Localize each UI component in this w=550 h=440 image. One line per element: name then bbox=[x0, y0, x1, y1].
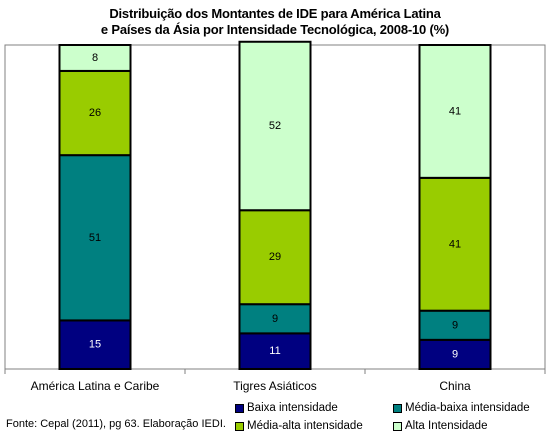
data-label: 11 bbox=[269, 345, 280, 357]
category-label: Tigres Asiáticos bbox=[233, 379, 317, 393]
legend-label-media-baixa: Média-baixa intensidade bbox=[405, 402, 530, 414]
legend-label-baixa: Baixa intensidade bbox=[247, 402, 338, 414]
chart-title: Distribuição dos Montantes de IDE para A… bbox=[0, 6, 550, 38]
legend-swatch-media-alta bbox=[235, 421, 244, 431]
legend-label-media-alta: Média-alta intensidade bbox=[247, 420, 363, 432]
category-label: América Latina e Caribe bbox=[31, 379, 160, 393]
data-label: 51 bbox=[89, 232, 101, 244]
legend-item-media-alta: Média-alta intensidade bbox=[235, 420, 363, 432]
bar-segment bbox=[58, 44, 132, 72]
data-label: 15 bbox=[89, 339, 101, 351]
bar-segment bbox=[238, 303, 312, 335]
bar-segment bbox=[58, 69, 132, 157]
legend-item-alta: Alta Intensidade bbox=[393, 420, 487, 432]
category-label: China bbox=[439, 379, 471, 393]
bar-segment bbox=[418, 44, 492, 179]
bar-segment bbox=[418, 338, 492, 370]
legend-swatch-baixa bbox=[235, 403, 244, 413]
legend-swatch-alta bbox=[393, 421, 402, 431]
legend: Baixa intensidade Média-baixa intensidad… bbox=[233, 400, 548, 436]
chart-title-line-2: e Países da Ásia por Intensidade Tecnoló… bbox=[100, 22, 450, 37]
legend-item-baixa: Baixa intensidade bbox=[235, 402, 338, 414]
bar-segment bbox=[418, 309, 492, 341]
bar-segment bbox=[238, 40, 312, 212]
legend-label-alta: Alta Intensidade bbox=[405, 420, 488, 432]
bar-segment bbox=[238, 332, 312, 370]
bar-segment bbox=[418, 176, 492, 312]
data-label: 9 bbox=[452, 319, 458, 331]
legend-item-media-baixa: Média-baixa intensidade bbox=[393, 402, 530, 414]
bar-segment bbox=[238, 209, 312, 306]
bar-segment bbox=[58, 154, 132, 322]
data-label: 9 bbox=[452, 348, 458, 360]
data-label: 29 bbox=[269, 251, 281, 263]
data-label: 8 bbox=[92, 52, 98, 64]
source-note: Fonte: Cepal (2011), pg 63. Elaboração I… bbox=[6, 418, 226, 430]
data-label: 26 bbox=[89, 107, 101, 119]
data-label: 9 bbox=[272, 313, 278, 325]
data-label: 41 bbox=[449, 238, 461, 250]
chart-title-line-1: Distribuição dos Montantes de IDE para A… bbox=[109, 6, 441, 21]
data-label: 52 bbox=[269, 120, 281, 132]
legend-swatch-media-baixa bbox=[393, 403, 402, 413]
data-label: 41 bbox=[449, 105, 461, 117]
